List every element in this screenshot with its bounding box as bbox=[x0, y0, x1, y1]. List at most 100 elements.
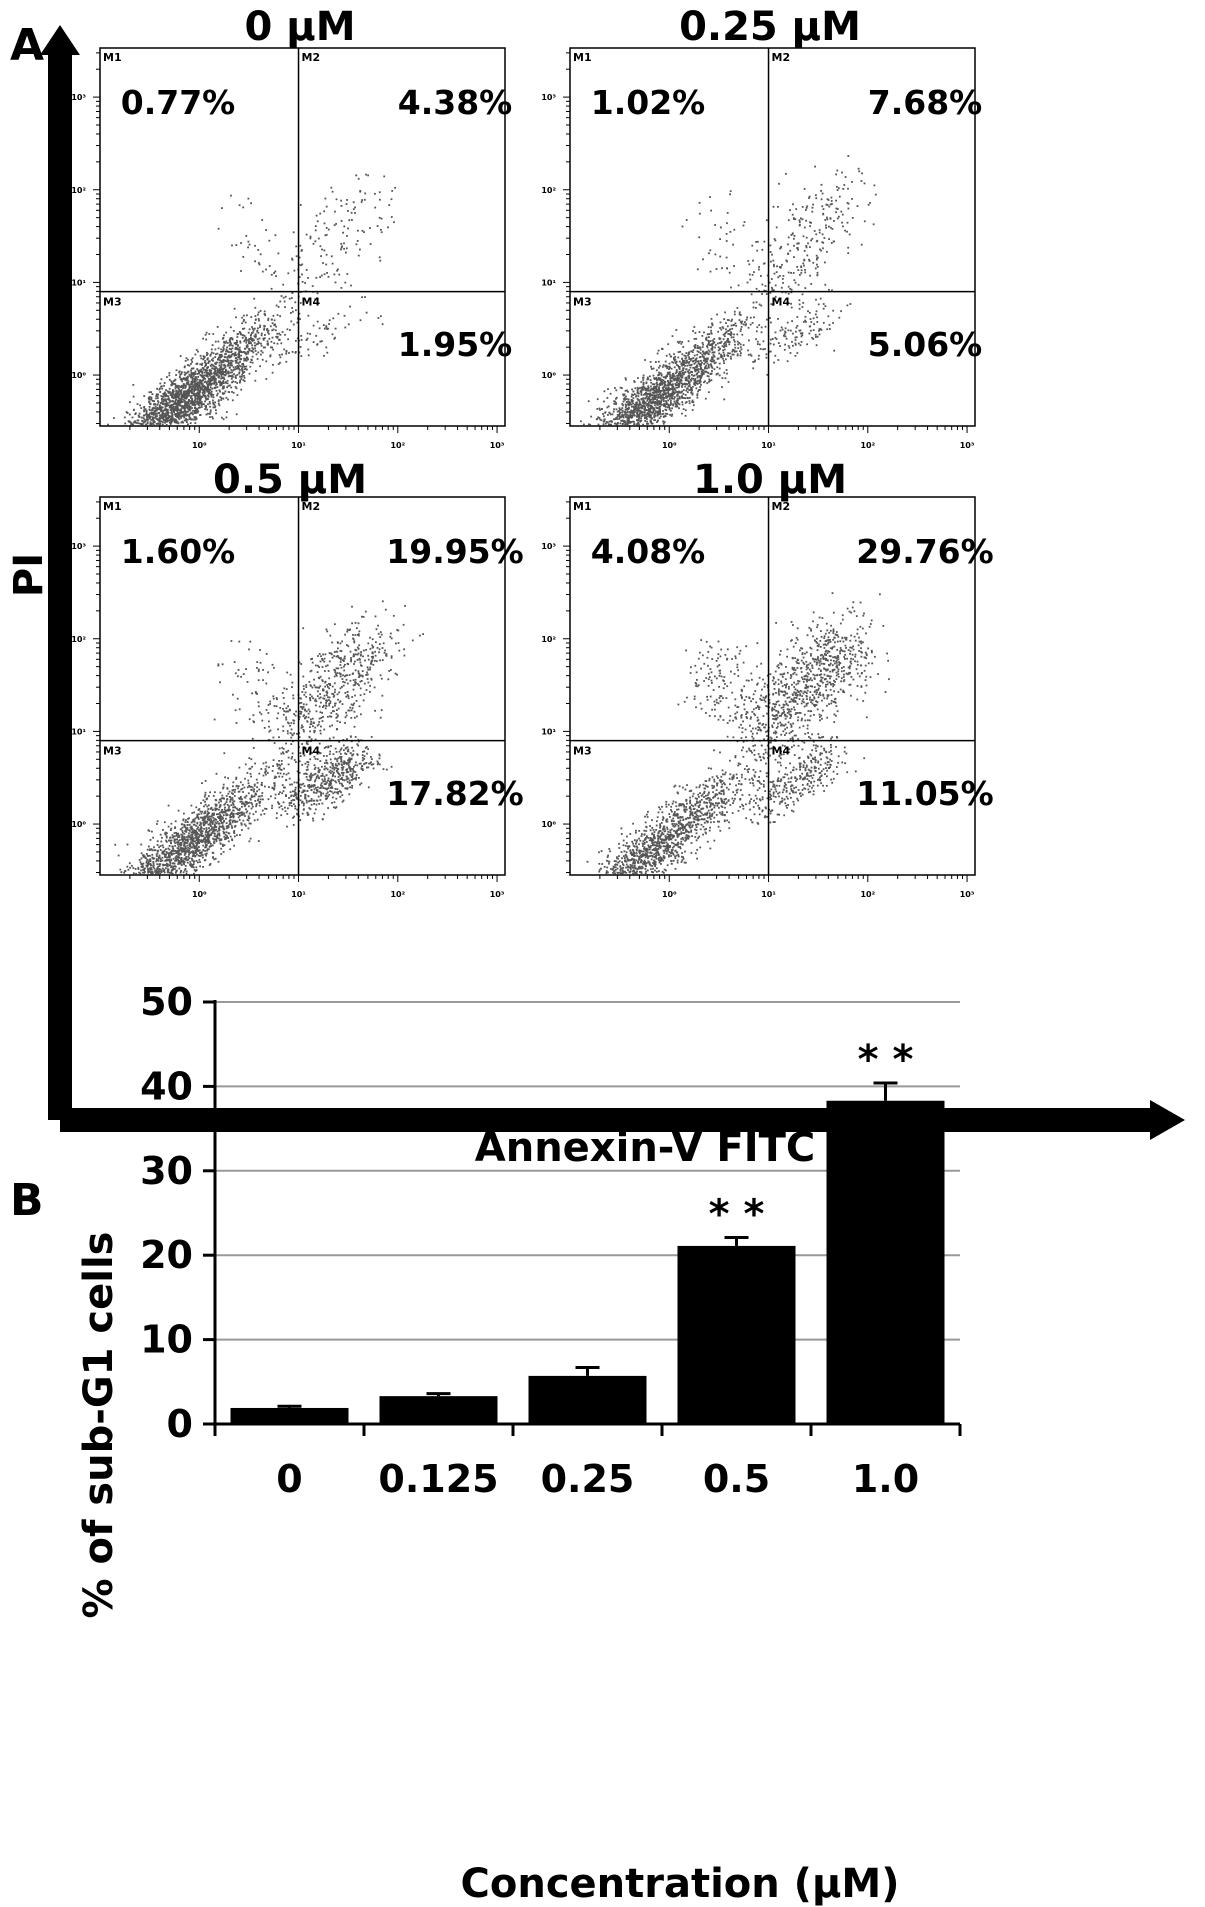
cell-dot bbox=[188, 413, 191, 416]
cell-dot bbox=[343, 247, 345, 250]
cell-dot bbox=[245, 353, 248, 356]
cell-dot bbox=[176, 838, 178, 841]
cell-dot bbox=[249, 365, 252, 368]
cell-dot bbox=[226, 382, 229, 385]
cell-dot bbox=[231, 344, 234, 347]
cell-dot bbox=[622, 404, 624, 407]
cell-dot bbox=[182, 391, 185, 393]
cell-dot bbox=[713, 338, 716, 340]
cell-dot bbox=[192, 375, 195, 377]
cell-dot bbox=[209, 416, 211, 418]
cell-dot bbox=[696, 369, 699, 371]
cell-dot bbox=[783, 333, 786, 336]
cell-dot bbox=[159, 382, 162, 385]
cell-dot bbox=[185, 870, 188, 873]
cell-dot bbox=[630, 399, 633, 401]
cell-dot bbox=[622, 414, 625, 417]
cell-dot bbox=[213, 829, 216, 832]
cell-dot bbox=[183, 848, 186, 851]
cell-dot bbox=[230, 386, 233, 389]
cell-dot bbox=[140, 869, 142, 872]
cell-dot bbox=[589, 423, 592, 426]
cell-dot bbox=[186, 395, 189, 397]
cell-dot bbox=[622, 416, 625, 418]
cell-dot bbox=[720, 353, 722, 356]
cell-dot bbox=[196, 828, 199, 830]
cell-dot bbox=[733, 313, 736, 316]
cell-dot bbox=[773, 299, 775, 301]
cell-dot bbox=[218, 832, 221, 835]
cell-dot bbox=[229, 341, 231, 343]
cell-dot bbox=[634, 387, 637, 390]
x-axis-title-annexin: Annexin-V FITC bbox=[475, 1125, 815, 1171]
cell-dot bbox=[230, 337, 233, 339]
cell-dot bbox=[272, 314, 275, 317]
cell-dot bbox=[225, 801, 228, 803]
cell-dot bbox=[215, 373, 217, 376]
y-decade-label: 10³ bbox=[71, 542, 86, 551]
cell-dot bbox=[178, 398, 181, 401]
cell-dot bbox=[645, 382, 648, 385]
cell-dot bbox=[654, 385, 657, 388]
cell-dot bbox=[156, 406, 159, 409]
cell-dot bbox=[625, 413, 628, 416]
cell-dot bbox=[674, 382, 677, 385]
cell-dot bbox=[240, 270, 242, 272]
cell-dot bbox=[662, 410, 664, 412]
cell-dot bbox=[214, 369, 216, 372]
cell-dot bbox=[195, 376, 197, 378]
cell-dot bbox=[668, 365, 671, 368]
cell-dot bbox=[222, 380, 225, 382]
cell-dot bbox=[694, 366, 697, 368]
cell-dot bbox=[212, 377, 215, 379]
cell-dot bbox=[754, 359, 756, 362]
cell-dot bbox=[222, 397, 225, 400]
cell-dot bbox=[686, 387, 688, 390]
cell-dot bbox=[327, 275, 330, 278]
cell-dot bbox=[192, 851, 194, 854]
cell-dot bbox=[210, 395, 213, 398]
cell-dot bbox=[222, 787, 224, 790]
cell-dot bbox=[212, 333, 215, 335]
cell-dot bbox=[208, 827, 210, 829]
cell-dot bbox=[653, 415, 655, 418]
cell-dot bbox=[309, 333, 311, 335]
cell-dot bbox=[851, 181, 853, 183]
cell-dot bbox=[256, 358, 259, 360]
cell-dot bbox=[694, 368, 696, 371]
cell-dot bbox=[638, 414, 641, 416]
cell-dot bbox=[181, 405, 183, 407]
cell-dot bbox=[149, 403, 152, 406]
cell-dot bbox=[701, 371, 704, 373]
cell-dot bbox=[633, 423, 636, 425]
cell-dot bbox=[647, 393, 649, 395]
cell-dot bbox=[873, 184, 876, 187]
cell-dot bbox=[659, 391, 662, 394]
cell-dot bbox=[354, 206, 356, 209]
cell-dot bbox=[681, 396, 683, 398]
plot-frame bbox=[99, 496, 506, 876]
cell-dot bbox=[231, 375, 233, 378]
cell-dot bbox=[164, 398, 167, 401]
cell-dot bbox=[281, 331, 284, 333]
cell-dot bbox=[694, 370, 697, 373]
cell-dot bbox=[240, 378, 243, 380]
cell-dot bbox=[195, 409, 198, 412]
cell-dot bbox=[214, 791, 216, 794]
cell-dot bbox=[164, 419, 167, 421]
cell-dot bbox=[199, 363, 202, 366]
cell-dot bbox=[260, 350, 263, 352]
cell-dot bbox=[180, 389, 183, 391]
cell-dot bbox=[793, 279, 796, 282]
cell-dot bbox=[624, 421, 627, 424]
cell-dot bbox=[361, 229, 364, 232]
cell-dot bbox=[224, 806, 226, 809]
cell-dot bbox=[174, 378, 177, 381]
cell-dot bbox=[237, 355, 240, 358]
cell-dot bbox=[256, 338, 259, 341]
cell-dot bbox=[305, 339, 308, 341]
cell-dot bbox=[702, 373, 705, 375]
cell-dot bbox=[631, 388, 633, 391]
cell-dot bbox=[205, 331, 208, 334]
cell-dot bbox=[656, 396, 659, 399]
